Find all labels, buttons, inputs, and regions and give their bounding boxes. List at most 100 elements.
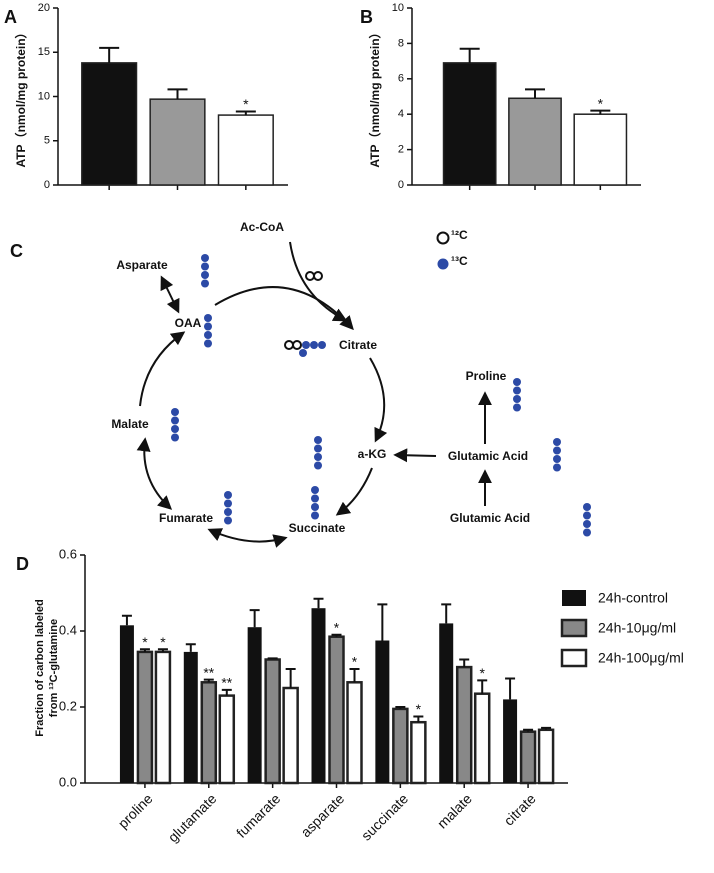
error-bar — [505, 677, 516, 700]
bar — [410, 720, 427, 785]
error-bar — [157, 648, 168, 652]
bar — [346, 681, 363, 785]
error-bar — [525, 88, 545, 99]
significance-label: * — [479, 665, 485, 681]
y-tick-label: 0.0 — [59, 774, 77, 789]
node-label: Glutamic Acid — [448, 449, 528, 463]
carbon-dot — [204, 331, 212, 339]
carbon-dot — [311, 503, 319, 511]
carbon-dot — [583, 511, 591, 520]
y-tick-label: 10 — [392, 2, 404, 14]
bar — [218, 694, 236, 785]
y-tick-label: 4 — [398, 108, 404, 120]
significance-label: * — [352, 654, 358, 670]
arrow — [289, 241, 348, 322]
node-label: Fumarate — [159, 511, 213, 525]
legend-swatch — [562, 590, 586, 606]
y-tick-label: 0 — [44, 179, 50, 191]
error-bar — [331, 633, 342, 637]
legend-swatch — [560, 648, 588, 668]
significance-label: * — [142, 634, 148, 650]
error-bar — [249, 609, 260, 628]
y-tick-label: 6 — [398, 73, 404, 85]
error-bar — [349, 668, 360, 683]
y-tick-label: 10 — [38, 90, 50, 102]
carbon-dot — [204, 339, 212, 348]
carbon-dot — [305, 271, 315, 281]
panel-label: C — [10, 241, 23, 261]
tca-diagram: C Ac-CoA Asparate OAA Citrate a-KG Malat… — [10, 220, 591, 548]
legend-swatch — [560, 618, 588, 638]
significance-label: ** — [203, 664, 214, 680]
bar — [154, 650, 172, 785]
carbon-dot — [224, 516, 232, 525]
error-bar — [541, 726, 552, 730]
bar — [264, 658, 281, 785]
panel-label: D — [16, 554, 29, 574]
bar — [81, 62, 138, 186]
legend-label: 24h-100μg/ml — [598, 650, 684, 666]
x-tick-label: proline — [115, 790, 156, 831]
error-bar — [477, 679, 488, 694]
bar — [282, 686, 299, 785]
carbon-dot — [311, 494, 319, 503]
node-label: OAA — [175, 316, 202, 330]
carbon-dot — [314, 453, 322, 461]
bar — [473, 692, 491, 785]
significance-label: * — [160, 634, 166, 650]
bar — [519, 730, 537, 785]
carbon-dot — [204, 314, 212, 322]
bar — [439, 623, 454, 783]
carbon-dot — [302, 341, 310, 349]
error-bar — [441, 603, 452, 624]
carbon-dot — [311, 486, 319, 494]
bar — [136, 650, 154, 785]
carbon-dot — [513, 403, 521, 412]
carbon-dot — [314, 444, 322, 453]
significance-label: * — [334, 620, 340, 636]
node-label: a-KG — [358, 447, 387, 461]
carbon-dot — [201, 279, 209, 288]
node-label: Asparate — [116, 258, 168, 272]
arrow — [369, 357, 388, 443]
carbon-dot — [314, 461, 322, 470]
carbon-dot — [314, 436, 322, 444]
carbon-dot — [171, 416, 179, 425]
x-tick-label: citrate — [501, 790, 539, 828]
node-label: Proline — [466, 369, 507, 383]
bar — [442, 62, 497, 186]
x-tick-label: malate — [434, 790, 475, 831]
y-tick-label: 0 — [398, 179, 404, 191]
node-label: Ac-CoA — [240, 220, 284, 234]
arrow — [139, 331, 186, 407]
node-label: Succinate — [289, 521, 346, 535]
carbon-dot — [292, 340, 302, 350]
error-bar — [459, 658, 470, 668]
error-bar — [235, 110, 256, 116]
arrow — [214, 286, 354, 331]
bar — [119, 625, 134, 783]
y-tick-label: 5 — [44, 135, 50, 147]
error-bar — [413, 715, 424, 723]
carbon-dot — [171, 408, 179, 416]
carbon-dot — [171, 433, 179, 442]
legend-swatch — [437, 258, 449, 270]
error-bar — [99, 46, 120, 63]
error-bar — [523, 728, 534, 732]
error-bar — [590, 109, 611, 115]
y-tick-label: 0.4 — [59, 622, 77, 637]
x-tick-label: asparate — [297, 790, 347, 840]
error-bar — [121, 614, 132, 626]
bar — [200, 681, 218, 785]
bar — [375, 640, 390, 783]
legend-label: 24h-control — [598, 590, 668, 606]
bar — [247, 627, 262, 783]
carbon-dot — [171, 425, 179, 433]
carbon-dot — [201, 271, 209, 279]
error-bar — [459, 47, 480, 63]
significance-label: * — [243, 96, 249, 112]
bar — [328, 635, 345, 785]
y-tick-label: 0.6 — [59, 546, 77, 561]
carbon-dot — [310, 341, 318, 349]
